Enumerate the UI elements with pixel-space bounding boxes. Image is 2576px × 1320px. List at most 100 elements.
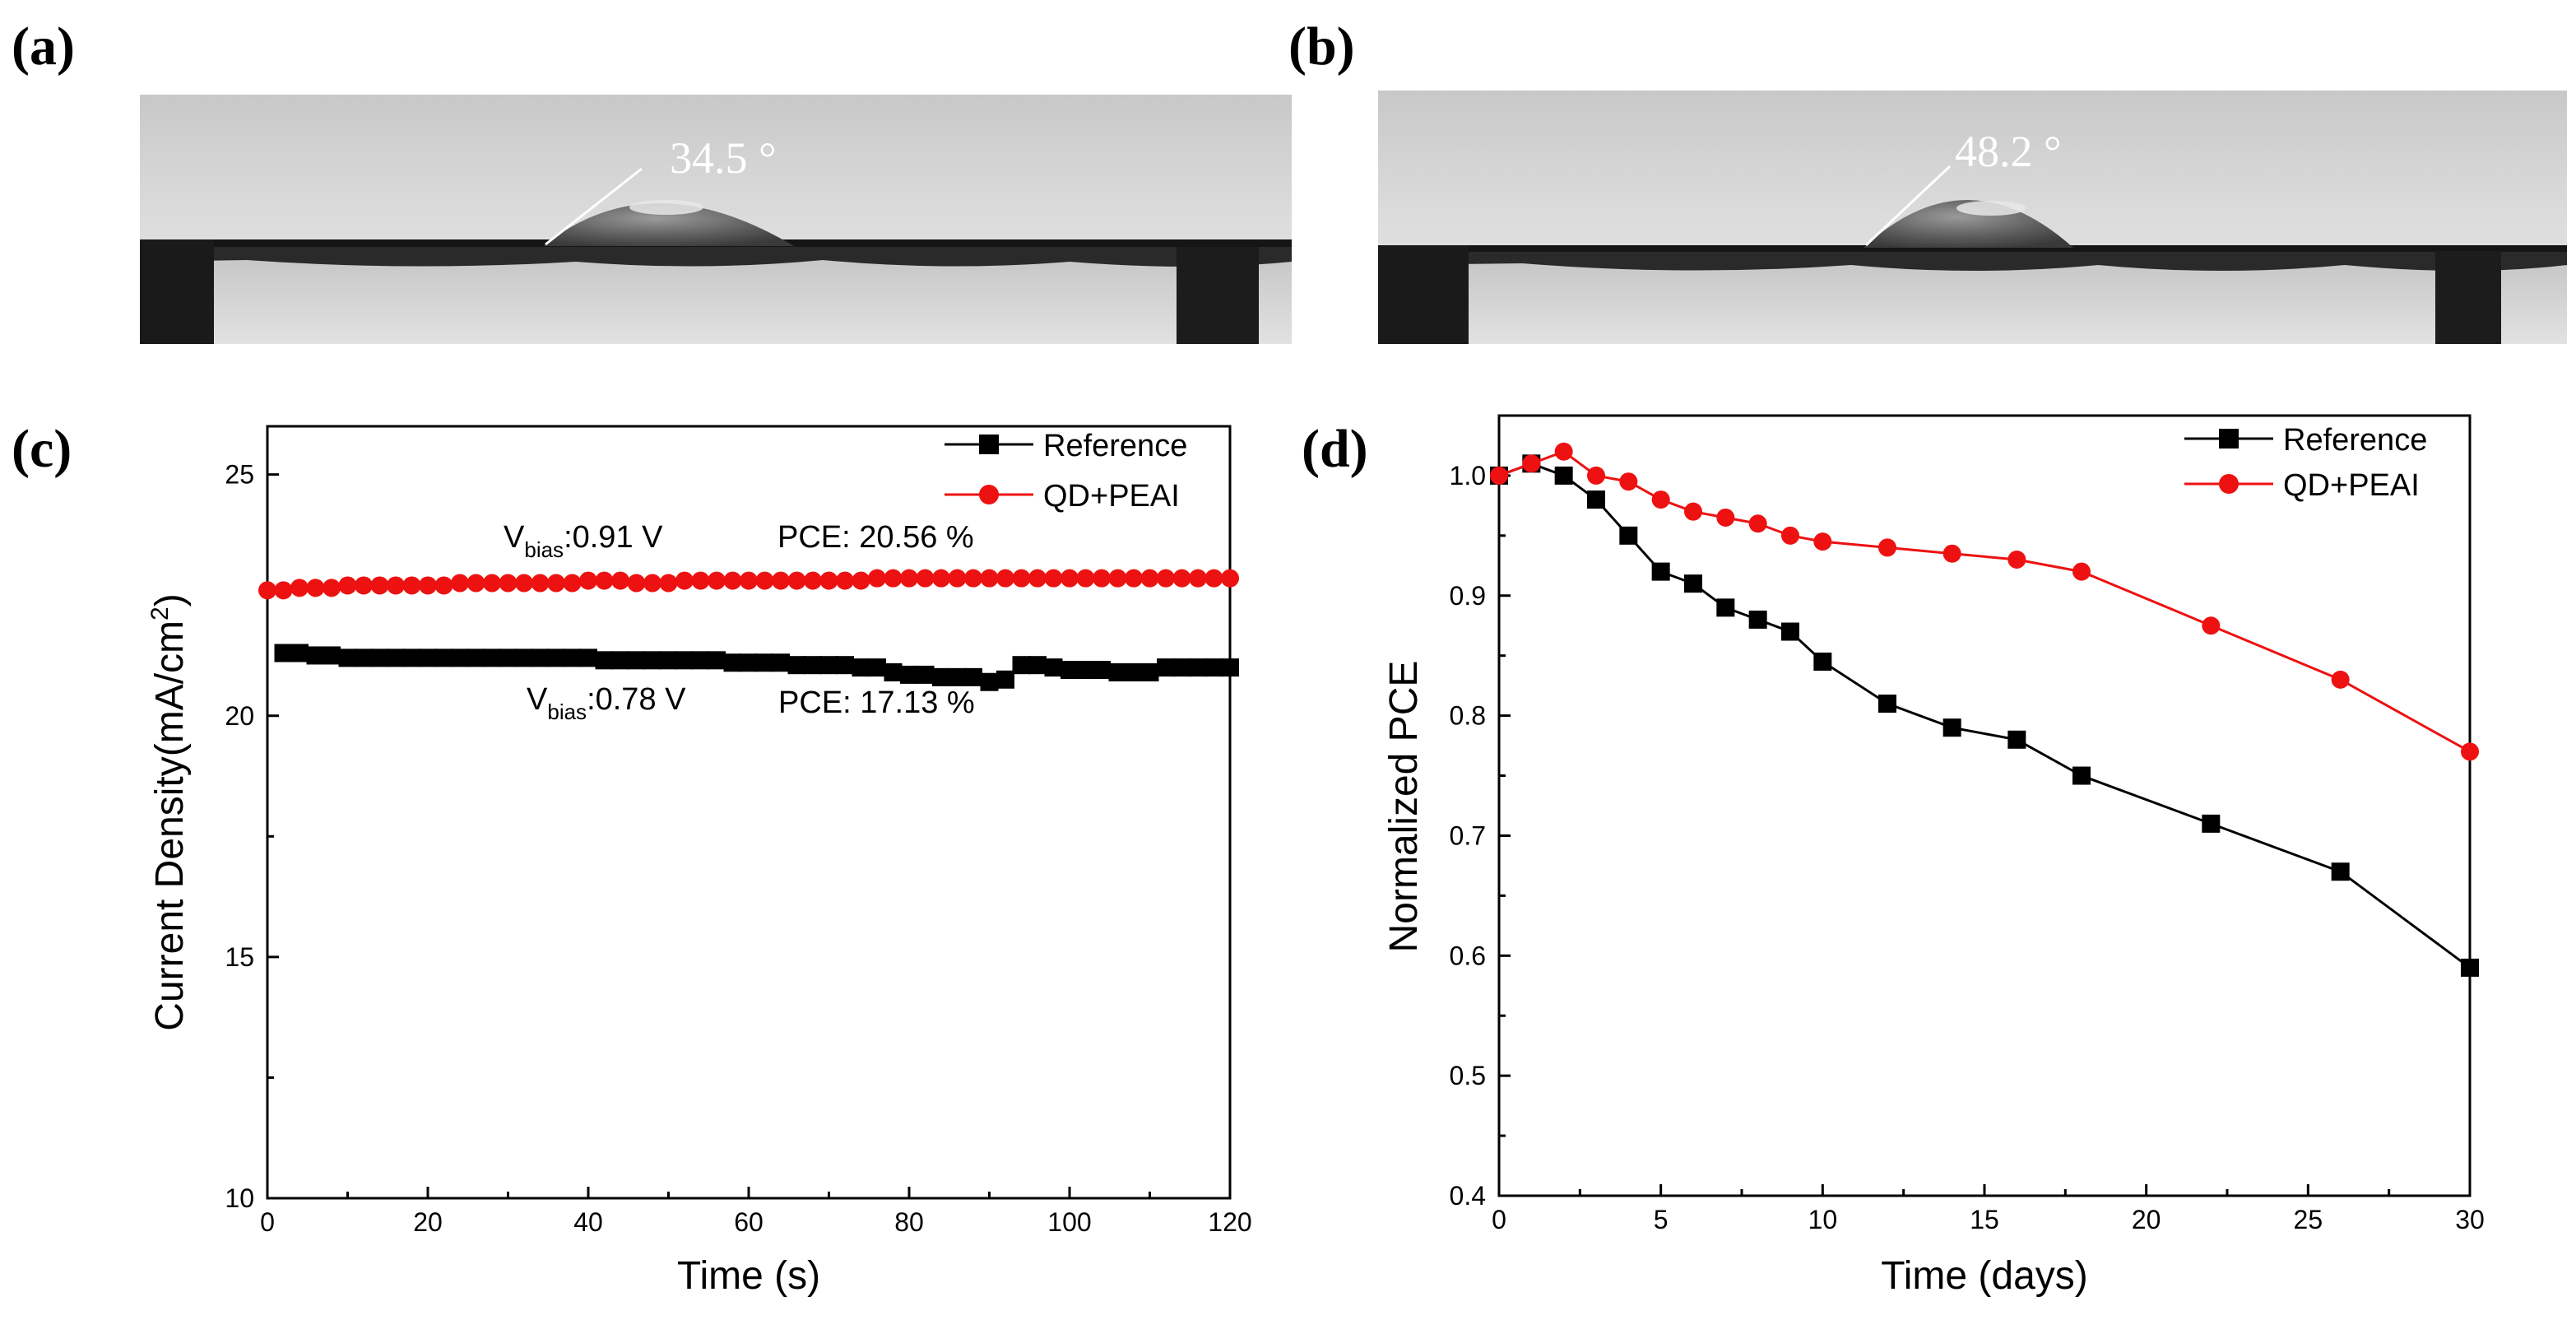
data-point [355,648,373,667]
data-point [916,569,935,588]
data-point [819,656,838,675]
data-point [515,648,533,667]
data-point [675,651,694,670]
data-point [964,569,982,588]
x-tick-label: 100 [1047,1207,1091,1237]
data-point [274,581,293,600]
data-point [2331,862,2350,881]
data-point [419,576,437,595]
data-point [370,576,389,595]
data-point [740,653,758,672]
data-point [932,667,950,686]
data-point [1172,658,1191,677]
data-point [466,574,485,593]
data-point [1554,442,1573,461]
x-tick-label: 80 [894,1207,924,1237]
x-tick-label: 20 [413,1207,443,1237]
data-point [1125,662,1143,681]
data-point [1619,526,1638,545]
data-point [515,574,533,593]
data-point [2007,730,2026,749]
data-point [772,571,790,590]
data-point [1157,569,1175,588]
data-point [787,571,806,590]
data-point [1878,538,1896,557]
x-tick-label: 15 [1970,1205,1999,1234]
legend-marker-qdpeai-d [2219,474,2239,494]
data-point [531,574,550,593]
data-point [306,646,325,665]
data-point [387,648,405,667]
y-tick-label: 20 [225,701,254,731]
data-point [451,648,469,667]
data-point [1554,466,1573,485]
data-point [611,571,629,590]
data-point [1813,652,1832,671]
data-point [675,571,694,590]
data-point [836,571,854,590]
x-tick-label: 0 [260,1207,275,1237]
contact-angle-value-b: 48.2 ° [1955,127,2062,176]
data-point [627,574,646,593]
x-tick-label: 10 [1808,1205,1838,1234]
data-point [434,576,453,595]
y-tick-label: 15 [225,942,254,972]
data-point [1108,662,1127,681]
y-tick-label: 0.8 [1450,701,1486,731]
data-point [691,571,710,590]
vbias-qdpeai: Vbias:0.91 V [504,520,663,562]
data-point [579,571,597,590]
contact-angle-photo-b: 48.2 ° [1378,91,2567,344]
data-point [964,667,982,686]
vbias-reference: Vbias:0.78 V [527,682,686,724]
data-point [1942,544,1961,563]
data-point [1157,658,1175,677]
data-point [370,648,389,667]
data-point [1061,569,1079,588]
legend-c: Reference QD+PEAI [945,429,1187,514]
data-point [996,670,1014,689]
data-point [1781,526,1799,545]
y-axis-title-c: Current Density(mA/cm2) [146,593,192,1030]
data-point [772,653,790,672]
data-point [1093,661,1111,680]
data-point [1813,532,1832,551]
data-point [1028,656,1047,675]
chart-d: 0 5 10 15 20 25 30 0.4 0.5 0.6 0.7 0.8 0.9 1.0 Time … [1382,414,2485,1298]
data-point [402,648,421,667]
data-point [499,648,518,667]
legend-marker-qdpeai-c [979,485,999,504]
panel-d-label: (d) [1302,419,1368,479]
data-point [355,576,373,595]
data-point [1587,490,1605,509]
data-point [595,571,614,590]
y-tick-label: 0.5 [1450,1061,1486,1090]
x-tick-label: 120 [1208,1207,1251,1237]
y-tick-label: 0.9 [1450,581,1486,611]
data-point [627,651,646,670]
chart-c: 0 20 40 60 80 100 120 10 15 20 25 Time (s) Curren… [146,425,1252,1298]
panel-a-label: (a) [12,16,75,77]
data-point [274,644,293,662]
data-point [1093,569,1111,588]
x-axis-title-c: Time (s) [677,1254,820,1298]
data-point [1189,569,1207,588]
data-point [2072,766,2091,785]
data-point [1172,569,1191,588]
y-tick-label: 0.7 [1450,820,1486,850]
legend-marker-reference-c [979,435,999,454]
data-point [1061,661,1079,680]
data-point [1140,569,1159,588]
data-point [659,651,678,670]
data-point [2331,670,2350,689]
y-tick-label: 10 [225,1183,254,1213]
data-point [290,579,309,597]
x-tick-label: 5 [1654,1205,1669,1234]
data-point [1716,598,1735,617]
y-tick-label: 0.4 [1450,1181,1486,1211]
contact-angle-value-a: 34.5 ° [670,133,777,183]
annotation-reference-c: Vbias:0.78 V PCE: 17.13 % [527,682,975,724]
data-point [1189,658,1207,677]
data-point [1522,454,1541,473]
data-point [419,648,437,667]
